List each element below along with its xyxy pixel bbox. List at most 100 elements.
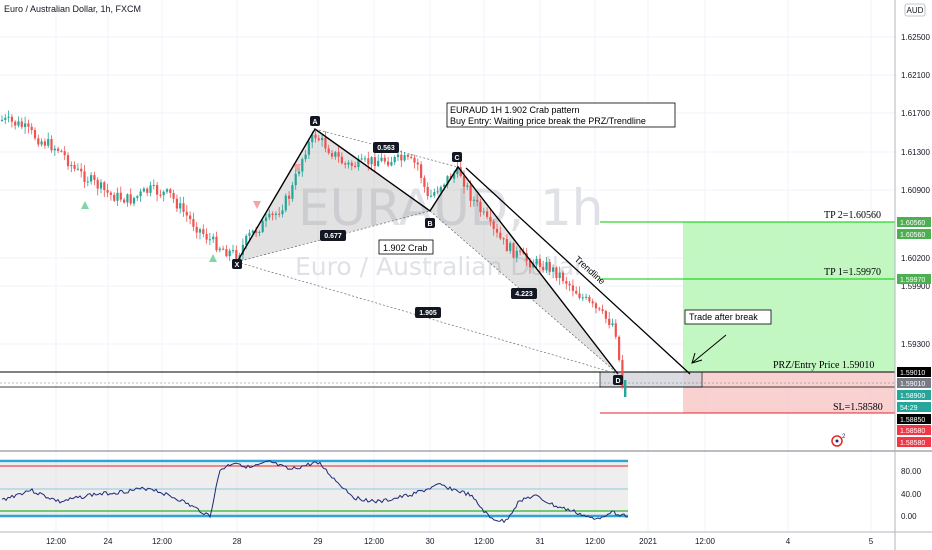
candle-body (4, 117, 7, 120)
candle-body (132, 197, 136, 204)
candle-body (420, 164, 423, 178)
candle-body (274, 213, 277, 215)
candle-body (225, 249, 228, 257)
candle-body (20, 121, 23, 128)
price-tick-label: 1.59900 (901, 282, 930, 291)
candle-body (337, 152, 340, 157)
candle-body (344, 163, 347, 165)
price-tick-label: 1.61300 (901, 148, 930, 157)
candle-body (116, 192, 119, 201)
candle-body (14, 121, 17, 126)
currency-badge[interactable]: AUD (904, 3, 926, 17)
candle-body (70, 165, 73, 167)
osc-tick-label: 40.00 (901, 490, 922, 499)
price-tag: 1.58580 (897, 425, 931, 435)
candle-body (47, 139, 50, 146)
candle-body (571, 285, 574, 291)
candle-body (598, 308, 601, 310)
candle-body (519, 250, 522, 252)
candle-body (142, 188, 145, 192)
tradingview-logo-icon[interactable]: 2 (831, 434, 846, 447)
time-tick-label: 2021 (639, 537, 657, 546)
candle-body (525, 253, 528, 261)
candle-body (479, 201, 482, 212)
ratio-bd: 4.223 (511, 288, 537, 299)
svg-text:D: D (615, 378, 620, 385)
time-tick-label: 29 (314, 537, 323, 546)
symbol-title[interactable]: Euro / Australian Dollar, 1h, FXCM (4, 4, 141, 14)
osc-tick-label: 80.00 (901, 467, 922, 476)
candle-body (618, 336, 621, 360)
candle-body (535, 258, 538, 265)
candle-body (37, 138, 40, 145)
candle-body (10, 116, 13, 122)
svg-text:1.58900: 1.58900 (900, 393, 925, 400)
svg-text:1.902 Crab: 1.902 Crab (383, 243, 428, 253)
trade-arrow (691, 334, 727, 364)
candle-body (443, 184, 446, 187)
time-tick-label: 12:00 (474, 537, 495, 546)
price-tick-label: 1.60900 (901, 186, 930, 195)
candle-body (301, 159, 304, 172)
candle-body (383, 157, 386, 162)
price-axis[interactable]: 1.62500 1.62100 1.61700 1.61300 1.60900 1.602… (901, 33, 930, 349)
oscillator-axis[interactable]: 80.00 40.00 0.00 (901, 467, 922, 521)
candle-body (462, 176, 466, 187)
candle-body (152, 185, 155, 187)
trendline[interactable] (465, 167, 691, 375)
candle-body (172, 193, 175, 199)
candle-body (393, 156, 396, 163)
svg-text:1.59010: 1.59010 (900, 370, 925, 377)
candle-body (241, 244, 244, 255)
candle-body (370, 157, 373, 165)
candle-body (608, 318, 611, 326)
candle-body (400, 154, 403, 161)
candle-body (347, 162, 350, 165)
title-note-box[interactable]: EURAUD 1H 1.902 Crab pattern Buy Entry: … (446, 102, 676, 128)
candle-body (433, 192, 436, 196)
candles (0, 110, 627, 397)
time-tick-label: 5 (869, 537, 874, 546)
candle-body (169, 189, 172, 194)
candle-body (33, 130, 37, 139)
time-axis[interactable]: 12:00 24 12:00 28 29 12:00 30 12:00 31 12:00 2021 1… (46, 537, 874, 546)
price-tags: 1.60560 1.60560 1.59970 1.59010 1.59010 1.589… (897, 217, 931, 447)
trade-note-box[interactable]: Trade after break (684, 309, 772, 325)
candle-body (350, 162, 353, 166)
candle-body (222, 248, 225, 250)
candle-body (0, 119, 4, 121)
svg-text:1.58580: 1.58580 (900, 440, 925, 447)
candle-body (515, 250, 518, 258)
svg-text:A: A (312, 119, 317, 126)
pattern-name-box[interactable]: 1.902 Crab (378, 239, 434, 255)
candle-body (119, 192, 122, 200)
candle-body (410, 156, 413, 158)
candle-body (109, 192, 112, 195)
candle-body (476, 199, 479, 202)
time-tick-label: 12:00 (46, 537, 67, 546)
candle-body (185, 211, 188, 216)
candle-body (281, 210, 284, 215)
candle-body (139, 191, 142, 197)
candle-body (324, 137, 327, 149)
candle-body (83, 171, 86, 182)
svg-text:0.677: 0.677 (324, 233, 342, 240)
candle-body (228, 250, 231, 257)
candle-body (552, 267, 555, 272)
candle-body (446, 176, 449, 185)
loss-zone (683, 372, 895, 413)
xb-dotted (236, 210, 431, 263)
candle-body (436, 191, 439, 193)
candle-body (482, 211, 485, 213)
candle-body (304, 154, 307, 160)
candle-body (604, 311, 607, 319)
candle-body (360, 158, 363, 160)
candle-body (334, 152, 337, 157)
candle-body (367, 158, 370, 165)
candle-body (17, 121, 20, 126)
svg-text:2: 2 (842, 434, 846, 440)
candle-body (288, 195, 291, 199)
candle-body (7, 116, 10, 118)
watermark-ticker: EURAUD, 1h (298, 179, 604, 237)
